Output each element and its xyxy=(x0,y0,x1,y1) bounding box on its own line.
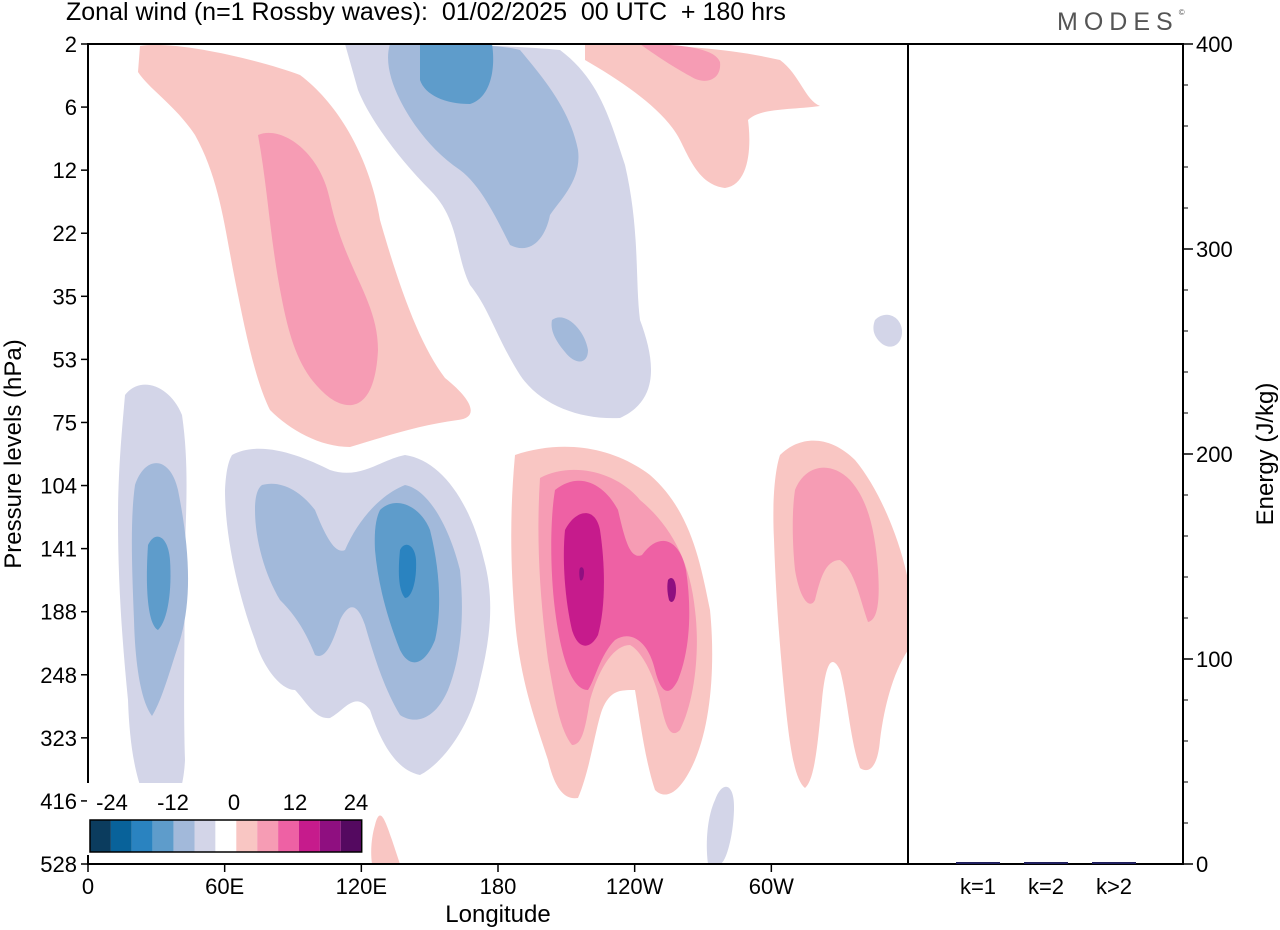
y-tick-label: 75 xyxy=(53,410,77,435)
energy-axis: 0 100 200 300 400 xyxy=(1183,32,1233,877)
energy-tick-label: 300 xyxy=(1196,237,1233,262)
colorbar-label: 24 xyxy=(344,790,368,815)
colorbar-swatch xyxy=(319,820,341,852)
contour-pos-4 xyxy=(640,44,721,81)
contour-field xyxy=(118,44,908,864)
colorbar-swatch xyxy=(278,820,299,852)
y-tick-label: 104 xyxy=(40,474,77,499)
bar-category-label: k>2 xyxy=(1096,874,1132,899)
energy-bar xyxy=(956,862,1000,864)
y-tick-label: 248 xyxy=(40,663,77,688)
colorbar-swatch xyxy=(215,820,237,852)
colorbar-swatch xyxy=(131,820,153,852)
contour-pos-3 xyxy=(585,44,820,188)
colorbar-swatch xyxy=(340,820,362,852)
chart-title: Zonal wind (n=1 Rossby waves): 01/02/202… xyxy=(66,0,786,26)
colorbar-frame xyxy=(89,819,363,853)
y-tick-label: 12 xyxy=(53,158,77,183)
x-tick-label: 0 xyxy=(82,874,94,899)
colorbar-label: -12 xyxy=(157,790,189,815)
pressure-axis: 2 6 12 22 35 53 75 104 141 188 248 323 416 528 xyxy=(40,32,88,877)
y-tick-label: 53 xyxy=(53,347,77,372)
contour-pos-8 xyxy=(563,513,604,646)
contour-neg-12 xyxy=(398,544,417,598)
y-tick-label: 528 xyxy=(40,852,77,877)
colorbar-swatch xyxy=(194,820,216,852)
x-tick-label: 120W xyxy=(606,874,664,899)
colorbar-swatch xyxy=(110,820,132,852)
energy-tick-label: 100 xyxy=(1196,647,1233,672)
contour-neg-13 xyxy=(706,786,735,864)
y-tick-label: 22 xyxy=(53,221,77,246)
contour-pos-13 xyxy=(371,815,400,864)
energy-tick-label: 200 xyxy=(1196,442,1233,467)
contour-neg-3 xyxy=(420,44,494,104)
contour-pos-9 xyxy=(579,567,584,581)
x-tick-label: 120E xyxy=(336,874,387,899)
colorbar-label: 12 xyxy=(283,790,307,815)
colorbar: -24 -12 0 12 24 xyxy=(87,783,368,855)
y-tick-label: 35 xyxy=(53,284,77,309)
brand-mark: © xyxy=(1178,8,1185,17)
x-tick-label: 60E xyxy=(205,874,244,899)
brand-name: MODES xyxy=(1057,8,1179,36)
colorbar-swatch xyxy=(173,820,195,852)
y-tick-label: 6 xyxy=(65,95,77,120)
y-tick-label: 188 xyxy=(40,600,77,625)
colorbar-swatch xyxy=(90,820,111,852)
y-tick-label: 323 xyxy=(40,726,77,751)
contour-pos-10 xyxy=(667,578,676,602)
brand-logo: MODES© xyxy=(1057,8,1185,37)
colorbar-swatch xyxy=(257,820,279,852)
bar-plot-frame xyxy=(907,43,1184,865)
energy-bars: k=1 k=2 k>2 xyxy=(956,862,1136,899)
y-tick-label: 141 xyxy=(40,537,77,562)
energy-bar xyxy=(1024,862,1068,864)
x-axis-title: Longitude xyxy=(445,901,550,928)
colorbar-swatch xyxy=(236,820,258,852)
y-tick-label: 416 xyxy=(40,789,77,814)
colorbar-label: 0 xyxy=(228,790,240,815)
contour-neg-8 xyxy=(146,536,171,630)
energy-bar xyxy=(1092,862,1136,864)
contour-pos-2 xyxy=(258,132,378,406)
longitude-axis: 0 60E 120E 180 120W 60W xyxy=(82,864,794,899)
bar-category-label: k=2 xyxy=(1028,874,1064,899)
colorbar-label: -24 xyxy=(96,790,128,815)
contour-pos-12 xyxy=(792,467,879,622)
x-tick-label: 60W xyxy=(749,874,794,899)
y-axis-title: Pressure levels (hPa) xyxy=(0,339,27,568)
energy-axis-title: Energy (J/kg) xyxy=(1252,383,1279,526)
x-tick-label: 180 xyxy=(480,874,517,899)
contour-neg-5 xyxy=(873,314,903,347)
energy-tick-label: 0 xyxy=(1196,852,1208,877)
contour-neg-4 xyxy=(551,317,588,362)
bar-category-label: k=1 xyxy=(960,874,996,899)
colorbar-swatch xyxy=(299,820,320,852)
colorbar-swatch xyxy=(152,820,174,852)
y-tick-label: 2 xyxy=(65,32,77,57)
energy-tick-label: 400 xyxy=(1196,32,1233,57)
